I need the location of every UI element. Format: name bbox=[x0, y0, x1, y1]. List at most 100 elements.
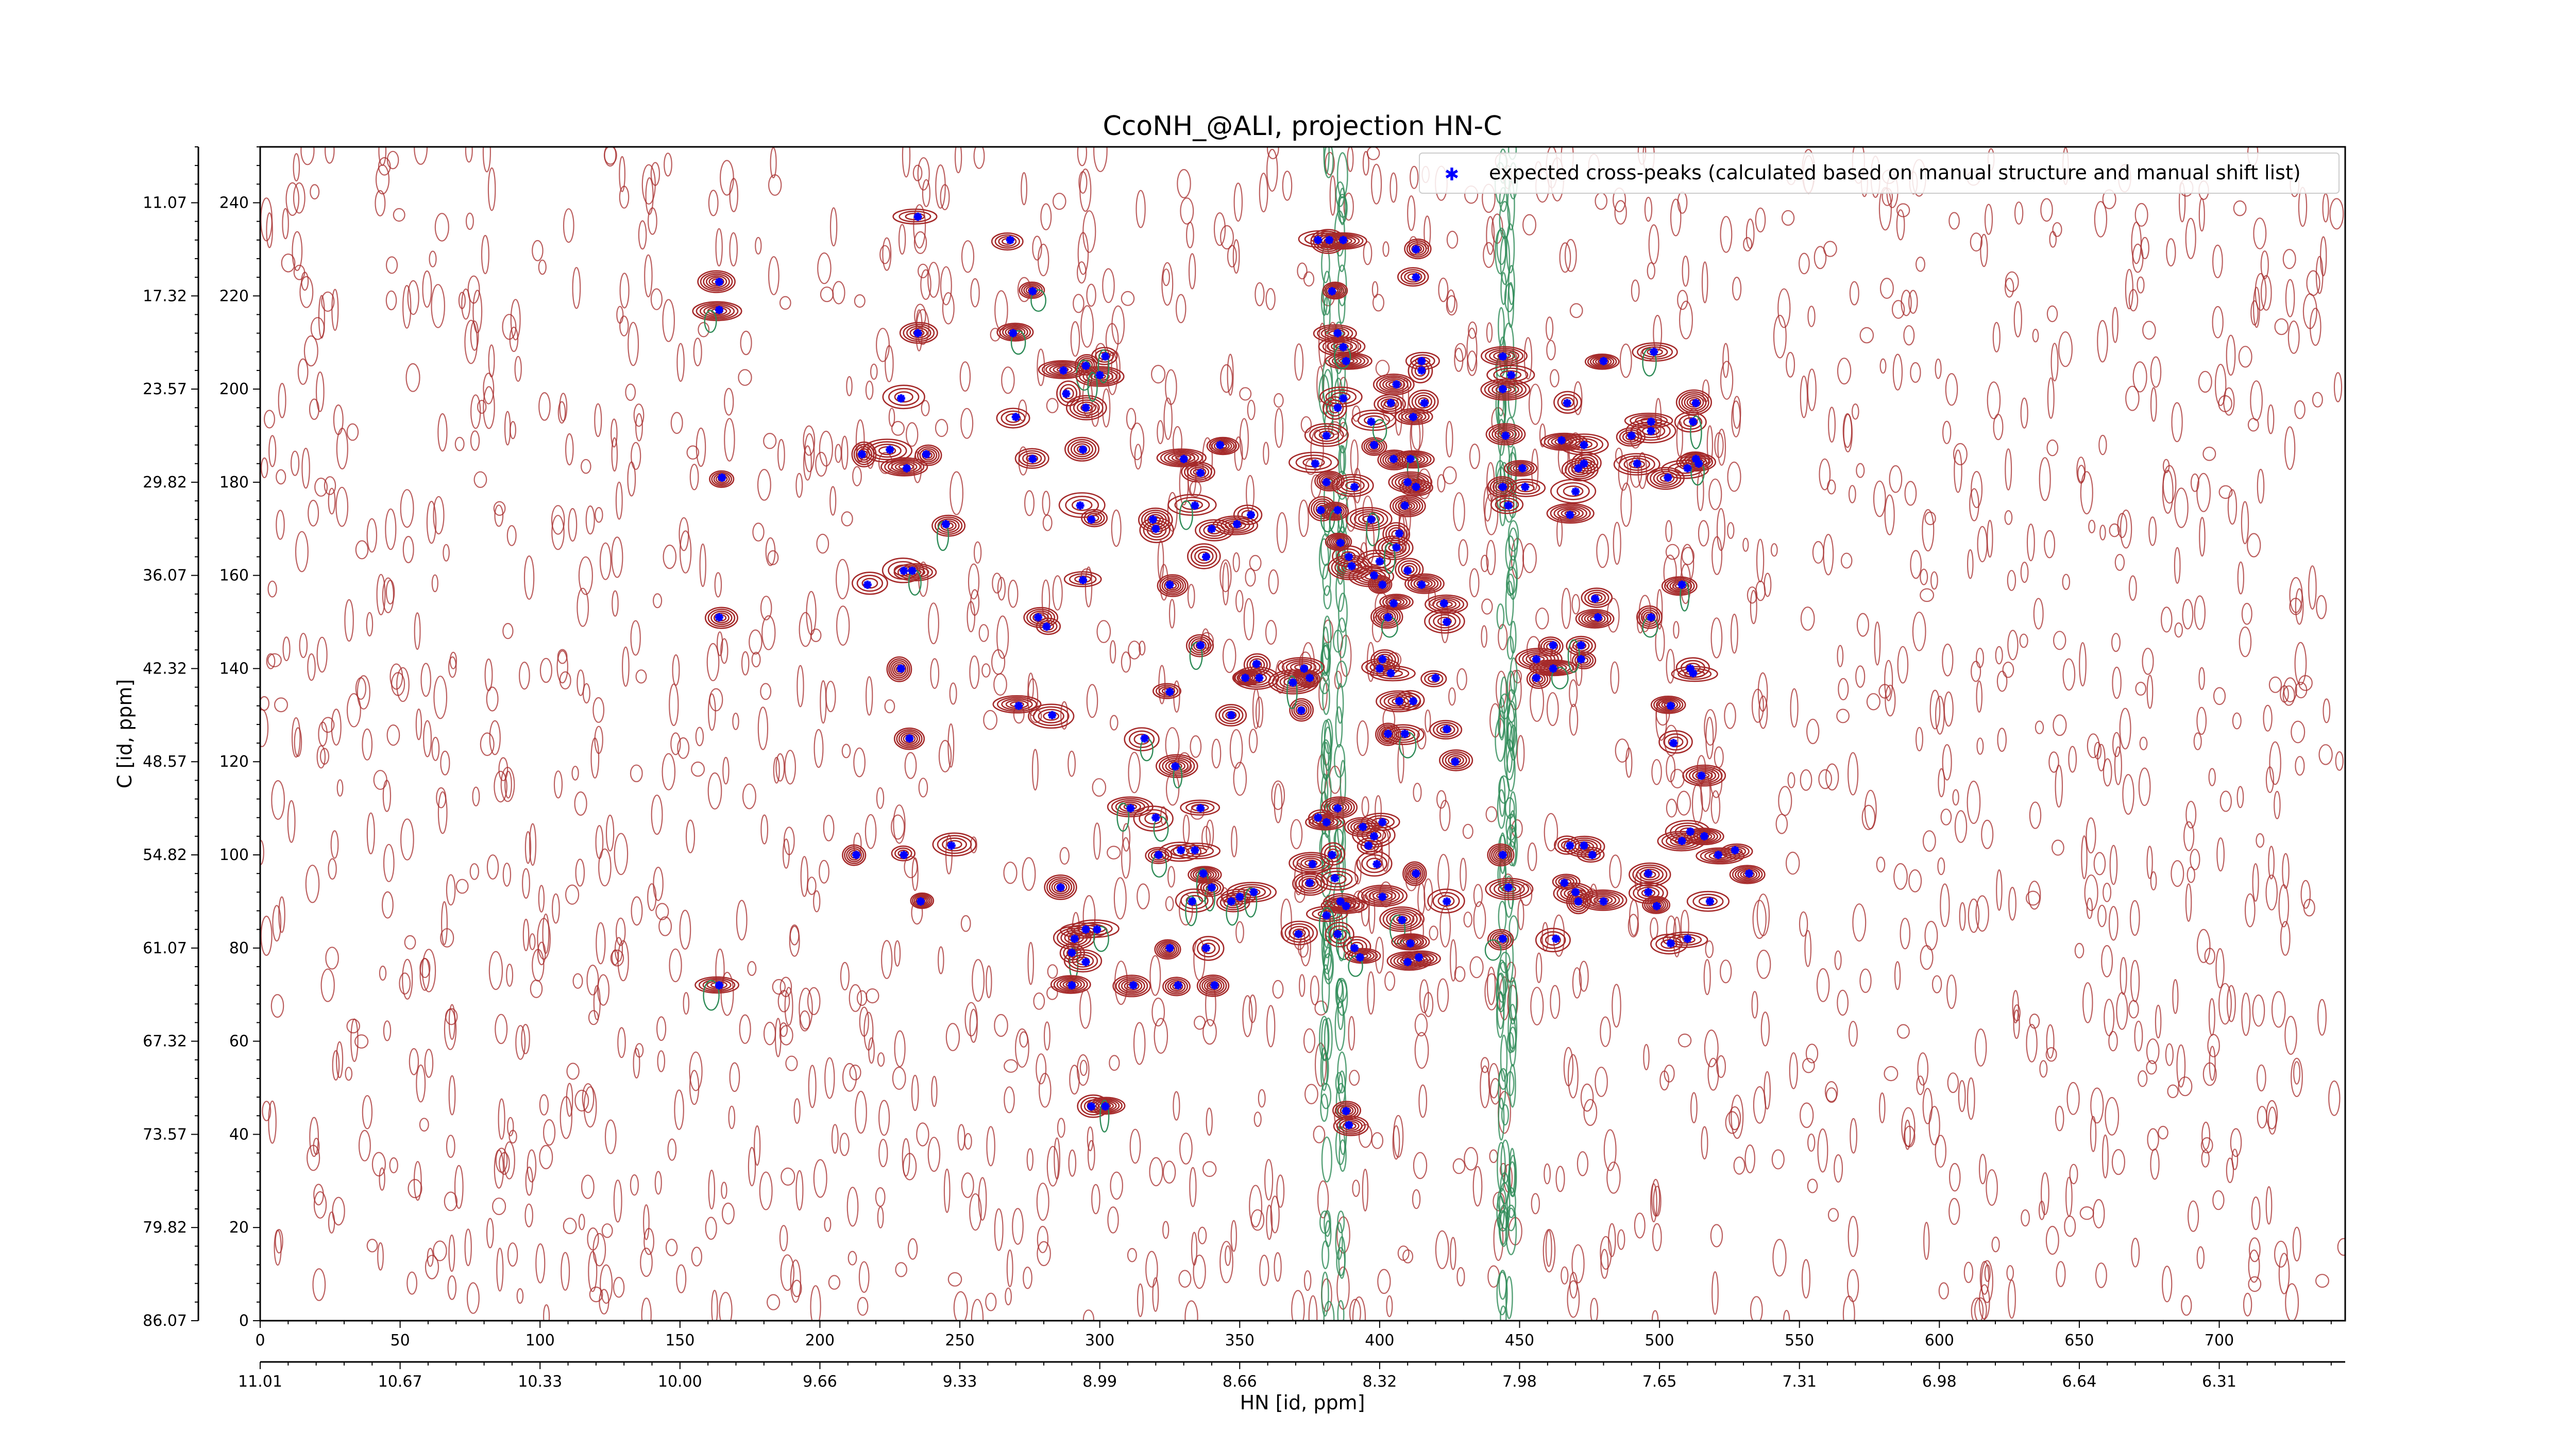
noise-contour bbox=[614, 937, 623, 962]
noise-contour bbox=[325, 947, 339, 970]
noise-contour bbox=[473, 471, 487, 488]
peak-contour bbox=[1385, 380, 1402, 390]
cross-peak-marker bbox=[1062, 390, 1071, 398]
negative-contour bbox=[1244, 887, 1258, 918]
peak-contour bbox=[1589, 356, 1615, 368]
peak-contour bbox=[1329, 801, 1350, 814]
noise-contour bbox=[577, 587, 589, 627]
noise-contour bbox=[2013, 301, 2022, 338]
peak-contour bbox=[710, 610, 733, 626]
peak-contour bbox=[1490, 495, 1524, 514]
noise-contour bbox=[890, 814, 905, 840]
noise-contour bbox=[1814, 246, 1827, 269]
y-ppm-tick-label: 36.07 bbox=[143, 567, 187, 585]
peak-contour bbox=[1284, 923, 1314, 943]
peak-contour bbox=[1050, 975, 1091, 994]
noise-contour bbox=[2086, 897, 2093, 919]
peak-contour bbox=[1619, 429, 1642, 445]
noise-contour bbox=[2055, 1105, 2064, 1132]
noise-contour bbox=[1096, 620, 1111, 643]
legend-box bbox=[1419, 153, 2340, 194]
cross-peak-marker bbox=[1386, 669, 1395, 678]
peak-contour bbox=[713, 612, 730, 624]
marker-stroke bbox=[1499, 483, 1507, 491]
noise-contour bbox=[653, 867, 664, 901]
noise-contour bbox=[740, 330, 752, 356]
noise-contour bbox=[331, 709, 342, 746]
noise-contour bbox=[454, 1165, 464, 1209]
noise-contour bbox=[1001, 366, 1015, 394]
x-tick-label: 100 bbox=[526, 1332, 555, 1350]
y-tick-label: 160 bbox=[219, 567, 249, 585]
noise-contour bbox=[1259, 173, 1268, 213]
noise-contour bbox=[722, 756, 730, 785]
noise-contour bbox=[381, 891, 394, 919]
noise-contour bbox=[689, 1070, 700, 1105]
noise-contour bbox=[1093, 822, 1101, 860]
peak-contour bbox=[1410, 576, 1439, 592]
noise-contour bbox=[1816, 968, 1830, 1002]
cross-peak-marker bbox=[1207, 883, 1216, 892]
noise-contour bbox=[994, 290, 1008, 331]
marker-stroke bbox=[1563, 399, 1571, 407]
noise-contour bbox=[2283, 677, 2297, 703]
noise-contour bbox=[1266, 148, 1278, 192]
noise-contour bbox=[357, 675, 370, 710]
peak-contour bbox=[1167, 980, 1186, 993]
noise-contour bbox=[2049, 231, 2057, 248]
noise-contour bbox=[429, 250, 437, 267]
noise-contour bbox=[1274, 1252, 1282, 1282]
cross-peak-marker bbox=[1249, 888, 1258, 897]
noise-contour bbox=[358, 1130, 371, 1161]
noise-contour bbox=[577, 669, 585, 696]
peak-contour bbox=[942, 837, 968, 852]
negative-contour bbox=[1116, 802, 1130, 832]
marker-stroke bbox=[1345, 553, 1353, 561]
negative-contour bbox=[1333, 828, 1344, 852]
noise-contour bbox=[2150, 871, 2157, 891]
noise-contour bbox=[504, 770, 512, 799]
peak-contour bbox=[1115, 800, 1145, 814]
noise-contour bbox=[1608, 1223, 1616, 1257]
noise-contour bbox=[2208, 768, 2216, 786]
peak-contour bbox=[1402, 480, 1431, 495]
peak-contour bbox=[1293, 702, 1310, 718]
peak-contour bbox=[1190, 466, 1207, 477]
cross-peak-marker bbox=[1081, 957, 1090, 966]
noise-contour bbox=[902, 147, 911, 178]
peak-contour bbox=[1352, 567, 1391, 586]
marker-stroke bbox=[1664, 474, 1672, 481]
noise-contour bbox=[2120, 957, 2127, 995]
marker-stroke bbox=[1409, 697, 1417, 705]
noise-contour bbox=[328, 1211, 335, 1234]
noise-contour bbox=[1708, 478, 1722, 510]
cross-peak-marker bbox=[1644, 869, 1653, 878]
noise-contour bbox=[1910, 550, 1922, 579]
x-ppm-tick-label: 9.66 bbox=[803, 1373, 837, 1391]
noise-contour bbox=[1530, 987, 1544, 1025]
noise-contour bbox=[1812, 541, 1824, 564]
noise-contour bbox=[362, 1095, 373, 1130]
noise-contour bbox=[2181, 1295, 2192, 1316]
noise-contour bbox=[1137, 1283, 1144, 1317]
noise-contour bbox=[2196, 473, 2211, 512]
noise-contour bbox=[1896, 209, 1905, 241]
noise-contour bbox=[1069, 1065, 1080, 1095]
cross-peak-marker bbox=[1196, 641, 1205, 650]
noise-contour bbox=[1486, 966, 1496, 1005]
peak-contour bbox=[1039, 620, 1058, 633]
noise-contour bbox=[383, 844, 395, 882]
peak-contour bbox=[1326, 284, 1345, 297]
noise-contour bbox=[1499, 1162, 1507, 1177]
noise-contour bbox=[1105, 323, 1119, 356]
noise-contour bbox=[1834, 950, 1842, 970]
peak-contour bbox=[1306, 906, 1348, 922]
peak-contour bbox=[1656, 473, 1675, 484]
peak-contour bbox=[1341, 479, 1365, 493]
marker-stroke bbox=[1208, 884, 1216, 891]
noise-contour bbox=[990, 328, 1001, 342]
noise-contour bbox=[1133, 1022, 1146, 1065]
noise-contour bbox=[1710, 1224, 1723, 1248]
cross-peak-marker bbox=[1342, 1107, 1350, 1116]
noise-contour bbox=[2253, 217, 2267, 249]
